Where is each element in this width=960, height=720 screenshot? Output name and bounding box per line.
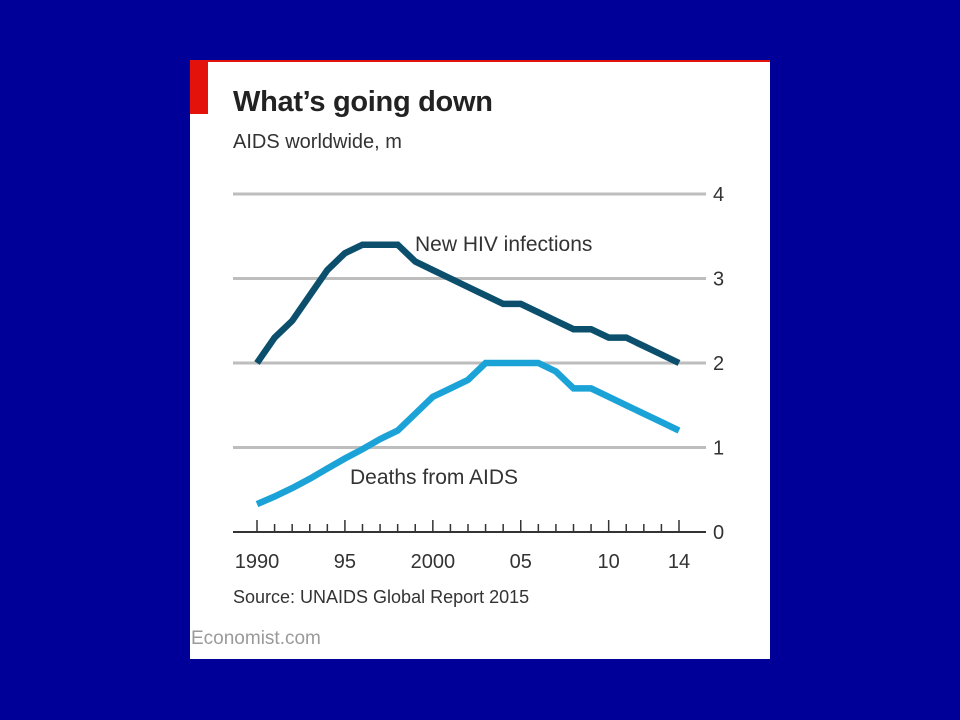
x-tick-label: 05 xyxy=(510,551,532,573)
x-tick-label: 14 xyxy=(668,551,690,573)
x-tick-labels: 1990 95 2000 05 10 14 xyxy=(235,551,690,573)
x-tick-label: 2000 xyxy=(411,551,456,573)
x-tick-label: 10 xyxy=(598,551,620,573)
chart-title: What’s going down xyxy=(233,86,493,118)
publisher-credit: Economist.com xyxy=(191,628,321,649)
series-line-deaths-from-aids xyxy=(255,359,681,508)
x-axis xyxy=(233,520,706,533)
series-lines xyxy=(254,241,681,508)
gridlines xyxy=(233,192,706,449)
y-tick-label: 2 xyxy=(713,353,724,375)
y-tick-label: 1 xyxy=(713,438,724,460)
series-label-deaths-from-aids: Deaths from AIDS xyxy=(350,466,518,489)
y-tick-labels: 0 1 2 3 4 xyxy=(713,184,724,544)
source-note: Source: UNAIDS Global Report 2015 xyxy=(233,587,530,607)
x-tick-label: 1990 xyxy=(235,551,280,573)
y-tick-label: 4 xyxy=(713,184,724,206)
chart-subtitle: AIDS worldwide, m xyxy=(233,131,402,153)
top-rule xyxy=(208,60,770,62)
y-tick-label: 3 xyxy=(713,269,724,291)
x-tick-label: 95 xyxy=(334,551,356,573)
y-tick-label: 0 xyxy=(713,522,724,544)
brand-tab xyxy=(190,60,208,114)
series-label-new-hiv-infections: New HIV infections xyxy=(415,233,592,256)
series-line-new-hiv-infections xyxy=(254,241,681,366)
series-labels: New HIV infections Deaths from AIDS xyxy=(350,233,592,489)
